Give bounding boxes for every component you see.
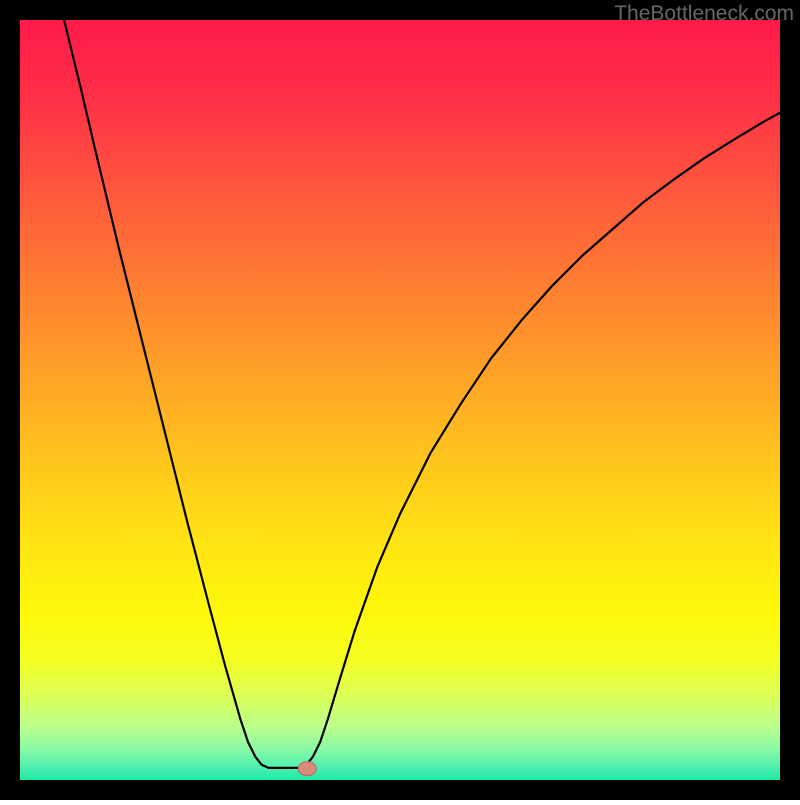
plot-background [20, 20, 780, 780]
sweet-spot-marker [298, 762, 316, 776]
bottleneck-chart: TheBottleneck.com [0, 0, 800, 800]
attribution-text: TheBottleneck.com [614, 2, 794, 26]
chart-svg [0, 0, 800, 800]
